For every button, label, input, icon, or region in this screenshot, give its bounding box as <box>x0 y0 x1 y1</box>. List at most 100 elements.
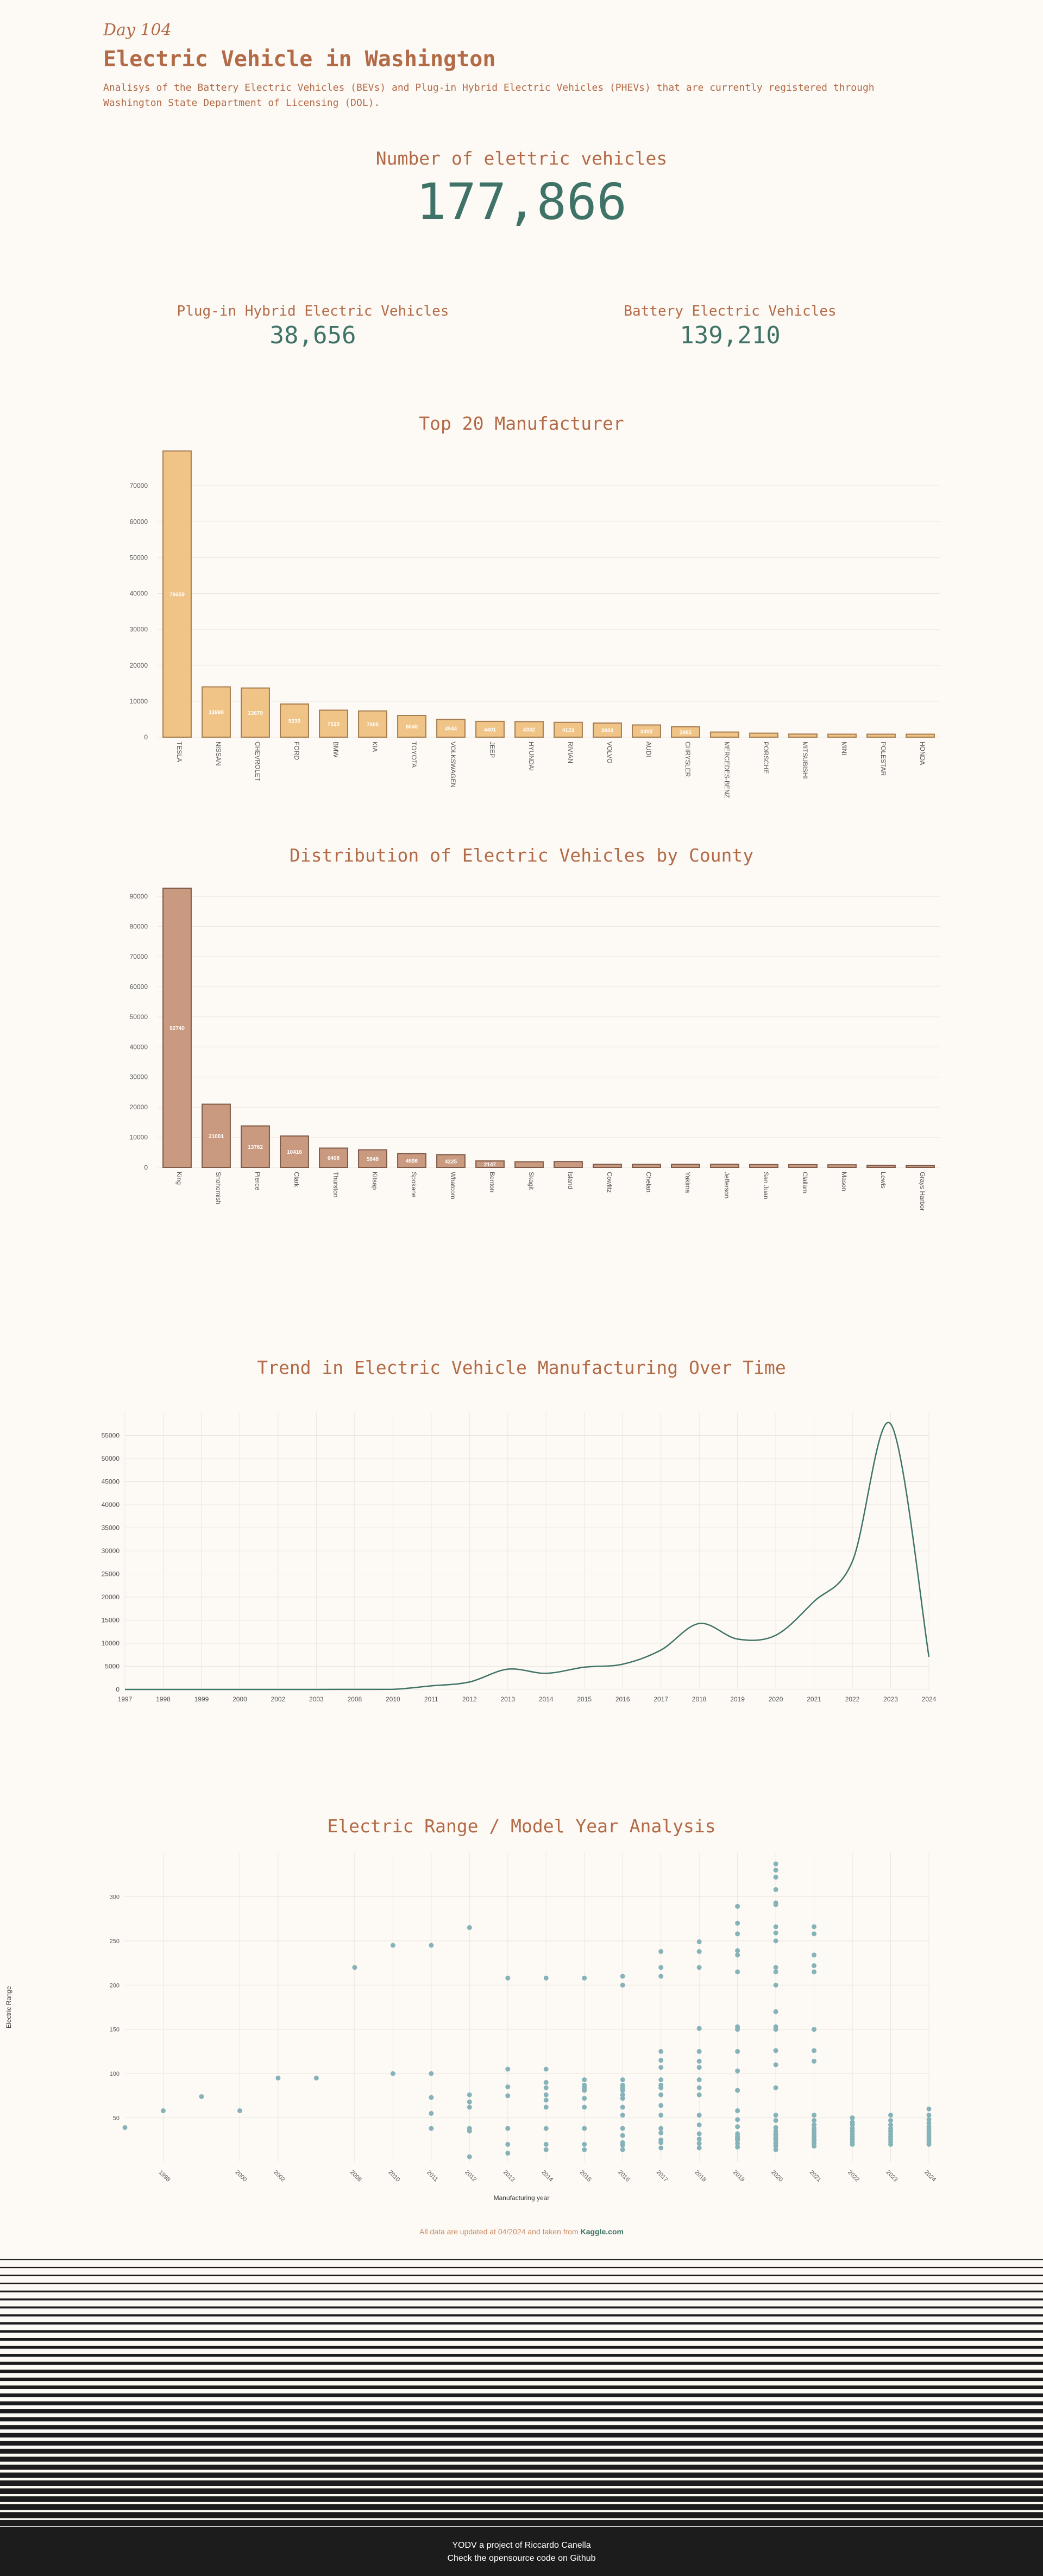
scatter-point <box>812 1969 817 1975</box>
scatter-point <box>773 1969 778 1975</box>
scatter-point <box>812 1924 817 1930</box>
x-tick-label: 2011 <box>424 1695 438 1703</box>
scatter-point <box>696 1939 702 1944</box>
bar <box>475 720 505 738</box>
scatter-point <box>582 1975 587 1981</box>
range-chart-title: Electric Range / Model Year Analysis <box>327 1815 716 1837</box>
scatter-point <box>735 1948 740 1953</box>
x-tick-label: Benton <box>488 1172 496 1192</box>
x-tick-label: 2002 <box>272 2169 286 2183</box>
scatter-point <box>658 2130 664 2135</box>
x-tick-label: 2015 <box>579 2169 593 2183</box>
stripe <box>0 2464 1043 2470</box>
y-tick-label: 40000 <box>130 1043 148 1051</box>
scatter-point <box>888 2118 894 2123</box>
bar <box>749 1164 778 1168</box>
stripe <box>0 2346 1043 2349</box>
y-tick-label: 10000 <box>130 698 148 705</box>
x-tick-label: Cowlitz <box>606 1172 613 1193</box>
scatter-point <box>696 2122 702 2128</box>
x-tick-label: 2002 <box>271 1695 286 1703</box>
x-tick-label: 2014 <box>540 2169 554 2183</box>
scatter-point <box>429 2126 434 2131</box>
scatter-point <box>620 2092 625 2097</box>
bar <box>866 733 896 738</box>
kaggle-link[interactable]: Kaggle.com <box>580 2227 624 2236</box>
x-tick-label: VOLKSWAGEN <box>449 742 457 788</box>
scatter-point <box>696 2065 702 2070</box>
scatter-point <box>696 2026 702 2031</box>
y-tick-label: 55000 <box>102 1432 120 1440</box>
scatter-point <box>926 2117 932 2122</box>
x-tick-label: 2017 <box>655 2169 669 2183</box>
scatter-point <box>696 2077 702 2083</box>
x-tick-label: TESLA <box>175 742 183 762</box>
bar <box>710 731 739 738</box>
x-tick-label: JEEP <box>488 742 496 758</box>
bar <box>554 721 583 738</box>
stripe <box>0 2409 1043 2414</box>
scatter-point <box>696 1965 702 1970</box>
stripe <box>0 2520 1043 2527</box>
bar <box>319 1147 348 1168</box>
trend-chart-title: Trend in Electric Vehicle Manufacturing … <box>257 1357 786 1378</box>
bar-value-label: 3933 <box>601 728 614 734</box>
x-tick-label: 2023 <box>883 1695 898 1703</box>
scatter-point <box>696 2085 702 2090</box>
scatter-point <box>620 2113 625 2118</box>
x-tick-label: VOLVO <box>606 742 613 763</box>
x-tick-label: 2016 <box>617 2169 631 2183</box>
x-tick-label: 2024 <box>923 2169 937 2183</box>
scatter-point <box>773 2118 778 2123</box>
x-tick-label: TOYOTA <box>410 742 418 768</box>
y-tick-label: 20000 <box>130 662 148 669</box>
x-tick-label: RIVIAN <box>567 742 574 763</box>
page-title: Electric Vehicle in Washington <box>103 47 496 72</box>
y-tick-label: 50000 <box>130 1013 148 1021</box>
y-tick-label: 50 <box>113 2115 120 2122</box>
scatter-point <box>122 2125 128 2130</box>
scatter-point <box>543 1975 549 1981</box>
bar-value-label: 6048 <box>406 724 418 730</box>
bar <box>866 1165 896 1168</box>
bar <box>554 1161 583 1168</box>
scatter-point <box>812 2027 817 2032</box>
total-value: 177,866 <box>416 173 627 231</box>
scatter-point <box>773 2113 778 2118</box>
x-tick-label: 1999 <box>194 1695 209 1703</box>
scatter-point <box>505 2126 511 2131</box>
scatter-point <box>543 2079 549 2085</box>
y-tick-label: 80000 <box>130 923 148 931</box>
scatter-point <box>773 2144 778 2149</box>
stripe <box>0 2275 1043 2277</box>
scatter-point <box>429 2095 434 2100</box>
scatter-point <box>658 1949 664 1954</box>
scatter-point <box>429 1943 434 1948</box>
scatter-point <box>812 1963 817 1968</box>
x-tick-label: 2022 <box>846 2169 860 2183</box>
decorative-stripes <box>0 2259 1043 2527</box>
stripe <box>0 2417 1043 2422</box>
x-tick-label: Whatcom <box>449 1172 457 1199</box>
scatter-point <box>429 2071 434 2076</box>
footer-github-link[interactable]: Check the opensource code on Github <box>447 2554 596 2563</box>
scatter-point <box>467 2154 472 2159</box>
scatter-point <box>773 1938 778 1944</box>
county-chart-title: Distribution of Electric Vehicles by Cou… <box>289 845 754 866</box>
bar <box>671 1164 700 1168</box>
scatter-point <box>696 2058 702 2064</box>
scatter-point <box>620 1982 625 1988</box>
bar <box>593 1164 622 1168</box>
scatter-point <box>620 2147 625 2152</box>
bar <box>671 726 700 738</box>
x-tick-label: KIA <box>371 742 379 752</box>
bar-value-label: 4225 <box>445 1159 457 1165</box>
x-tick-label: FORD <box>293 742 300 760</box>
y-tick-label: 30000 <box>130 626 148 633</box>
y-tick-label: 10000 <box>102 1639 120 1647</box>
scatter-point <box>658 2049 664 2054</box>
x-tick-label: 2000 <box>234 2169 248 2183</box>
scatter-point <box>658 2058 664 2063</box>
stripe <box>0 2322 1043 2325</box>
y-tick-label: 30000 <box>102 1547 120 1555</box>
